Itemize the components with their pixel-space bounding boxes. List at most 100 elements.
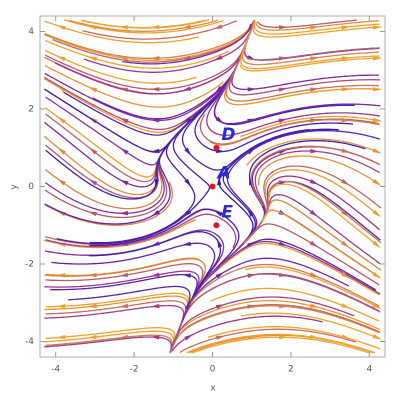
streamline [45, 213, 237, 249]
streamline [246, 138, 381, 167]
streamline [44, 142, 170, 219]
stream-arrow [87, 334, 97, 340]
streamline [44, 39, 230, 69]
stream-arrow [372, 302, 382, 310]
streamline [174, 273, 381, 341]
stream-arrow [373, 86, 382, 92]
stream-arrow [183, 209, 192, 218]
stream-arrow [310, 25, 320, 30]
stream-arrow [57, 147, 66, 155]
stream-arrow [150, 55, 160, 61]
stream-arrow [215, 271, 225, 279]
stream-arrow [182, 86, 192, 91]
stream-arrow [56, 334, 66, 340]
stream-arrow [372, 178, 381, 186]
stream-arrow [278, 272, 288, 277]
stream-arrow [310, 56, 320, 61]
stream-arrow [119, 117, 129, 124]
streamline [257, 19, 357, 28]
stream-arrow [217, 176, 222, 186]
stream-arrow [278, 303, 288, 309]
streamline [44, 65, 224, 108]
streamline [171, 315, 323, 352]
stream-arrow [181, 241, 192, 246]
streamline [264, 169, 381, 217]
streamline [225, 49, 379, 102]
streamline [219, 242, 380, 296]
stream-arrow [341, 303, 351, 309]
streamline [217, 194, 381, 269]
streamline [81, 19, 206, 29]
streamline [238, 88, 381, 106]
streamline [209, 119, 380, 146]
streamline [191, 336, 370, 354]
streamline [45, 334, 173, 352]
stream-arrow [341, 209, 350, 218]
streamline [210, 287, 380, 322]
stream-arrow [373, 56, 382, 61]
stream-arrow [309, 272, 319, 278]
point-label: D [221, 125, 235, 145]
y-tick-label: -2 [25, 260, 34, 270]
stream-arrow [341, 148, 351, 153]
stream-arrow [341, 334, 351, 339]
stream-arrow [57, 178, 66, 186]
stream-arrow [246, 147, 256, 155]
stream-arrow [372, 240, 381, 249]
stream-arrow [56, 25, 66, 31]
streamline [250, 145, 380, 207]
stream-arrow [120, 147, 129, 155]
stream-arrow [184, 178, 192, 188]
streamline [206, 74, 381, 136]
stream-arrow [372, 117, 382, 122]
stream-arrow [372, 148, 382, 154]
stream-arrow [247, 118, 257, 124]
stream-arrow [184, 147, 192, 156]
streamline [252, 21, 381, 38]
stream-arrow [278, 56, 288, 61]
stream-arrow [213, 24, 223, 30]
streamline [240, 312, 381, 340]
stream-arrow [150, 272, 160, 277]
stream-arrow [87, 303, 97, 309]
stream-arrow [278, 87, 288, 92]
stream-arrow [278, 118, 288, 124]
stream-arrow [215, 304, 225, 310]
streamline [54, 21, 255, 95]
stream-arrow [309, 179, 319, 185]
point-label: A [216, 164, 231, 184]
stream-arrow [57, 116, 66, 124]
stream-arrow [119, 179, 129, 186]
x-tick-label: 4 [366, 365, 372, 375]
stream-arrow [154, 179, 160, 189]
streamline [83, 20, 256, 73]
streamline [179, 328, 356, 353]
stream-arrow [278, 25, 288, 30]
x-tick-label: 0 [210, 365, 216, 375]
streamline [228, 146, 380, 258]
stream-arrow [309, 240, 319, 248]
streamline [44, 45, 246, 95]
stream-arrow [150, 148, 160, 154]
stream-arrow [309, 209, 319, 217]
point-label: E [221, 202, 233, 222]
streamline [45, 165, 163, 210]
stream-arrow [247, 208, 254, 217]
fixed-point [209, 183, 216, 190]
stream-arrow [150, 24, 160, 30]
streamline [186, 333, 375, 354]
fixed-point [213, 222, 220, 229]
stream-arrow [217, 238, 223, 248]
stream-arrow [214, 85, 223, 94]
stream-arrow [87, 211, 98, 217]
streamline [44, 50, 197, 84]
streamline [43, 23, 254, 61]
streamline [247, 150, 381, 240]
streamline [239, 115, 381, 138]
streamline [267, 183, 381, 248]
stream-arrow [341, 240, 350, 248]
stream-arrow [119, 211, 128, 216]
stream-arrow [150, 303, 160, 309]
stream-arrow [278, 335, 288, 340]
